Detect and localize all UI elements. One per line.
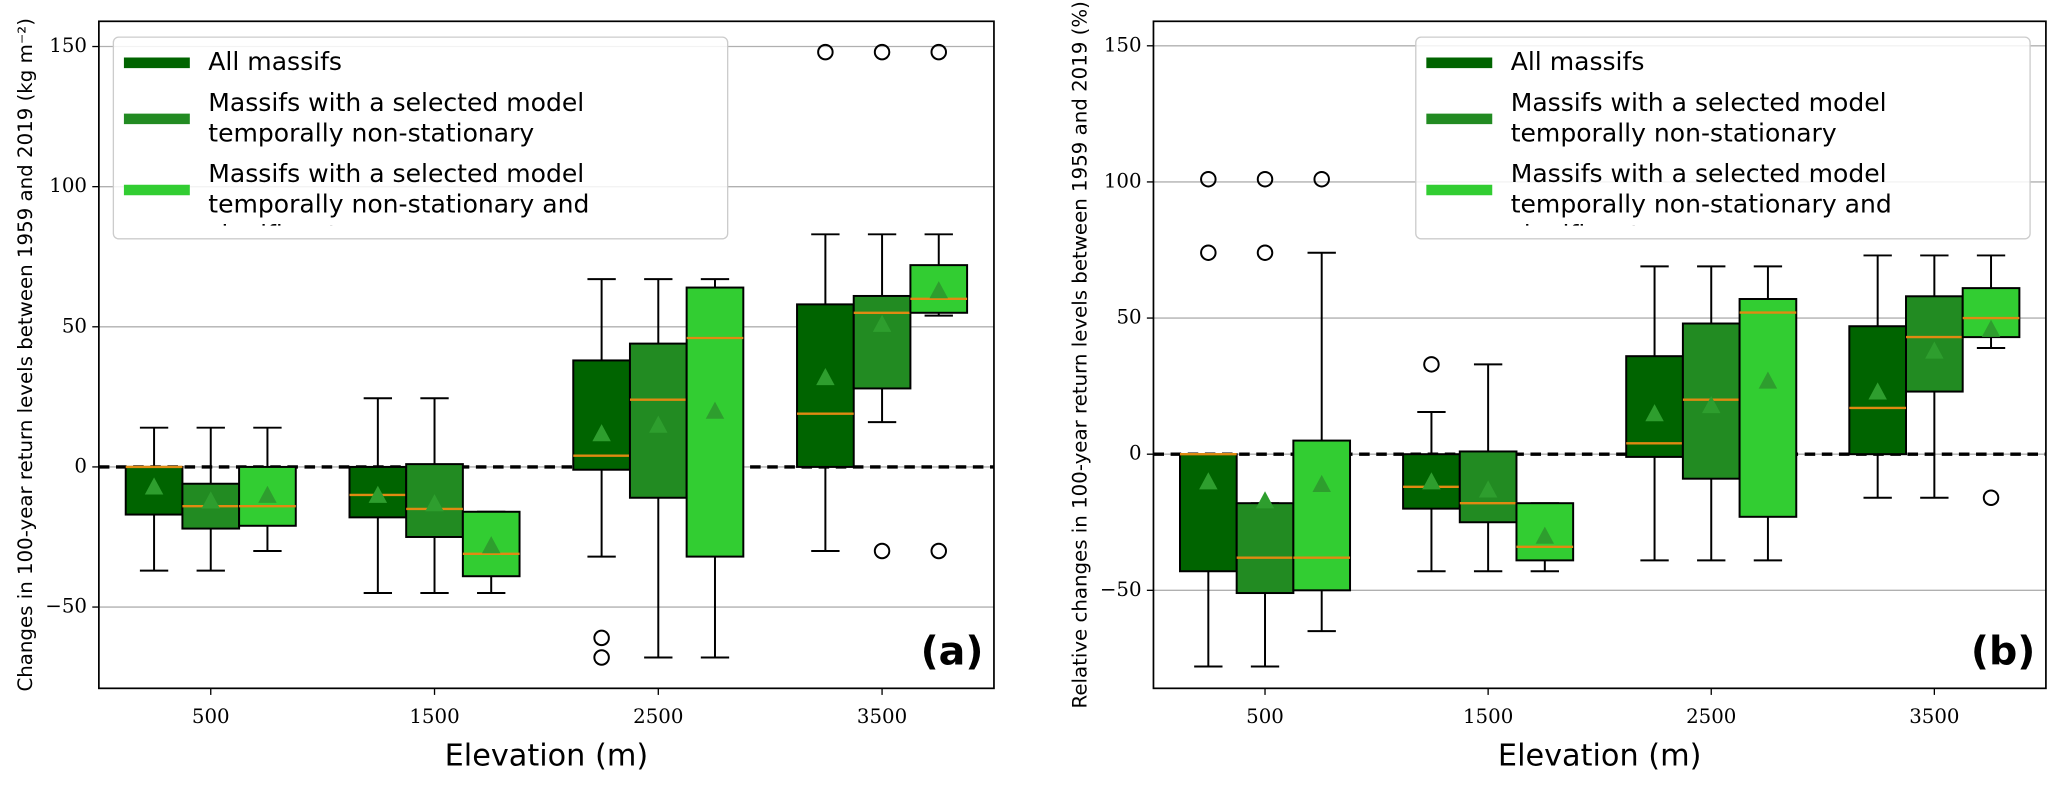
outlier bbox=[593, 629, 610, 647]
x-tick-label: 3500 bbox=[1909, 705, 1959, 728]
outlier bbox=[1313, 170, 1330, 188]
panel: −50 0 50 100 150 500 1500 2500 3500 Elevation (m)… bbox=[14, 18, 995, 773]
mean-marker bbox=[872, 314, 892, 332]
outlier bbox=[930, 43, 947, 61]
x-tick-label: 1500 bbox=[409, 705, 459, 728]
box bbox=[572, 359, 631, 471]
y-tick-label: 150 bbox=[1104, 33, 1142, 56]
x-tick-label: 3500 bbox=[857, 705, 907, 728]
mean-marker bbox=[705, 401, 725, 419]
outlier bbox=[873, 43, 891, 61]
mean-marker bbox=[592, 424, 611, 442]
y-tick-label: −50 bbox=[45, 595, 87, 618]
mean-marker bbox=[1925, 341, 1944, 359]
legend-box bbox=[1415, 36, 2031, 240]
mean-marker bbox=[1758, 371, 1778, 389]
mean-marker bbox=[1868, 382, 1887, 400]
outlier bbox=[1256, 244, 1274, 261]
y-tick-label: 50 bbox=[62, 314, 87, 337]
x-axis-label: Elevation (m) bbox=[1498, 738, 1702, 773]
legend-entry: Massifs with a selected model temporally… bbox=[1510, 88, 1887, 148]
mean-marker bbox=[816, 368, 835, 386]
mean-marker bbox=[1199, 472, 1218, 490]
outlier bbox=[930, 542, 947, 560]
legend-label: Massifs with a selected model temporally… bbox=[1510, 159, 1892, 226]
mean-marker bbox=[1255, 491, 1275, 509]
legend-label: All massifs bbox=[208, 47, 342, 77]
outlier bbox=[1982, 489, 2000, 506]
y-tick-label: 0 bbox=[74, 454, 87, 477]
box bbox=[796, 303, 855, 468]
legend-entry: All massifs bbox=[1510, 47, 1645, 77]
x-tick-label: 500 bbox=[1246, 705, 1284, 728]
outlier bbox=[593, 649, 610, 666]
legend-entry: Massifs with a selected model temporally… bbox=[208, 88, 585, 148]
outlier bbox=[1200, 170, 1217, 188]
x-tick-label: 500 bbox=[192, 705, 230, 728]
legend-label: Massifs with a selected model temporally… bbox=[1510, 88, 1887, 148]
panel-label: (a) bbox=[921, 629, 984, 675]
outlier bbox=[817, 43, 834, 61]
axes-frame bbox=[1152, 20, 2047, 690]
mean-marker bbox=[1535, 526, 1555, 544]
x-tick-label: 2500 bbox=[633, 705, 683, 728]
mean-marker bbox=[1312, 474, 1331, 493]
mean-marker bbox=[1645, 404, 1664, 422]
outlier bbox=[1256, 170, 1274, 188]
box bbox=[852, 294, 912, 390]
legend-label: All massifs bbox=[1510, 47, 1645, 77]
mean-marker bbox=[201, 491, 220, 509]
mean-marker bbox=[368, 485, 388, 503]
box bbox=[1292, 439, 1352, 592]
y-tick-label: 100 bbox=[1104, 169, 1142, 192]
mean-marker bbox=[1981, 319, 2001, 337]
box bbox=[1179, 453, 1238, 573]
x-tick-label: 1500 bbox=[1463, 705, 1513, 728]
panel-label: (b) bbox=[1971, 629, 2035, 675]
box bbox=[1235, 502, 1295, 595]
legend-entry: Massifs with a selected model temporally… bbox=[1510, 159, 1892, 226]
mean-marker bbox=[649, 415, 668, 433]
mean-marker bbox=[481, 536, 501, 554]
mean-marker bbox=[1478, 480, 1498, 498]
legend-label: Massifs with a selected model temporally… bbox=[208, 159, 590, 226]
y-tick-label: −50 bbox=[1100, 578, 1142, 601]
y-tick-label: 50 bbox=[1116, 306, 1141, 329]
mean-marker bbox=[258, 485, 277, 503]
legend-label: Massifs with a selected model temporally… bbox=[208, 88, 585, 148]
x-tick-label: 2500 bbox=[1686, 705, 1736, 728]
legend-entry: Massifs with a selected model temporally… bbox=[208, 159, 590, 226]
outlier bbox=[1200, 244, 1217, 261]
y-tick-label: 0 bbox=[1129, 442, 1142, 465]
mean-marker bbox=[1702, 395, 1721, 414]
axes-frame bbox=[98, 20, 995, 690]
y-tick-label: 150 bbox=[49, 34, 87, 57]
outlier bbox=[873, 542, 891, 560]
y-axis-label: Relative changes in 100-year return leve… bbox=[1068, 1, 1091, 708]
box bbox=[685, 286, 745, 558]
y-tick-label: 100 bbox=[49, 174, 87, 197]
box bbox=[1905, 295, 1964, 393]
legend-entry: All massifs bbox=[208, 47, 342, 77]
outlier bbox=[1423, 356, 1440, 373]
x-axis-label: Elevation (m) bbox=[445, 738, 649, 773]
mean-marker bbox=[1422, 472, 1441, 490]
mean-marker bbox=[929, 281, 948, 299]
panel: −50 0 50 100 150 500 1500 2500 3500 Elevation (m)… bbox=[1068, 1, 2047, 773]
legend-box bbox=[112, 36, 729, 240]
y-axis-label: Changes in 100-year return levels betwee… bbox=[14, 18, 37, 691]
mean-marker bbox=[144, 477, 164, 495]
mean-marker bbox=[425, 494, 444, 512]
box bbox=[1738, 298, 1798, 518]
